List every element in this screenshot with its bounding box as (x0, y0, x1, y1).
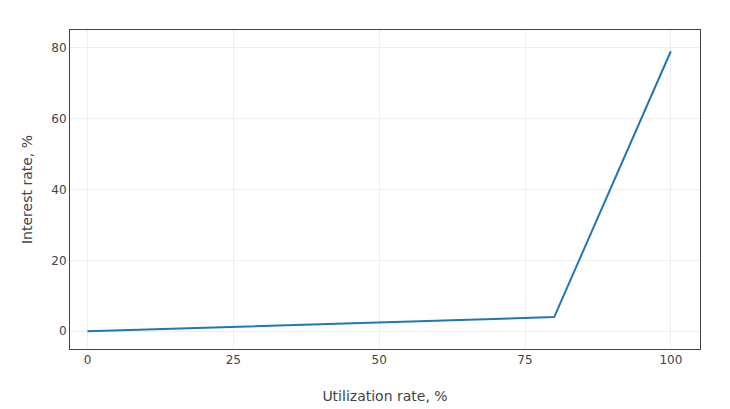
svg-text:50: 50 (372, 353, 387, 367)
svg-text:60: 60 (51, 112, 66, 126)
svg-text:Utilization rate, %: Utilization rate, % (322, 388, 447, 404)
svg-text:0: 0 (84, 353, 92, 367)
svg-text:0: 0 (59, 324, 67, 338)
svg-text:100: 100 (659, 353, 682, 367)
svg-text:40: 40 (51, 183, 66, 197)
svg-text:80: 80 (51, 41, 66, 55)
svg-text:Interest rate, %: Interest rate, % (19, 135, 35, 244)
svg-text:25: 25 (226, 353, 241, 367)
svg-text:20: 20 (51, 254, 66, 268)
svg-text:75: 75 (517, 353, 532, 367)
